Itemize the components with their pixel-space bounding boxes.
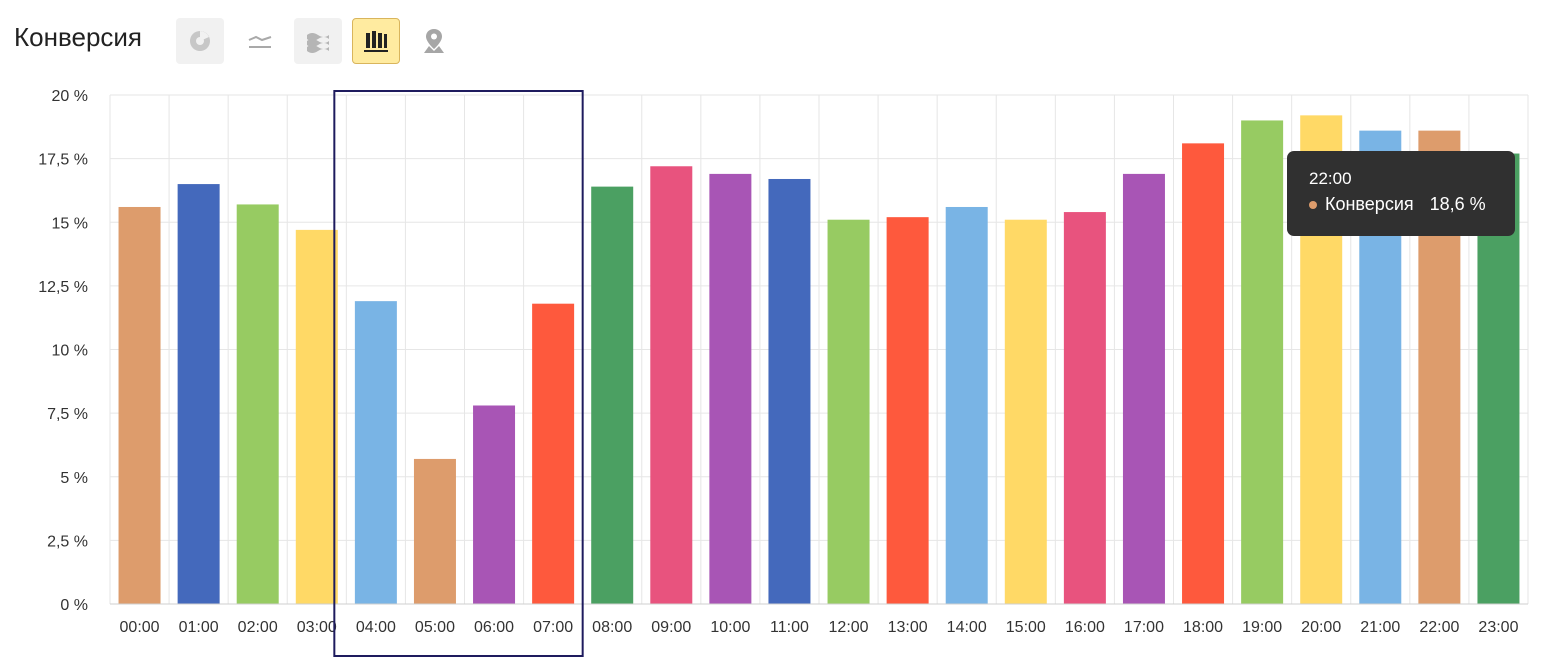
y-tick-label: 12,5 % bbox=[38, 279, 88, 296]
bar-chart-button[interactable] bbox=[352, 18, 400, 64]
line-chart-button[interactable] bbox=[236, 18, 284, 64]
tooltip-row: Конверсия 18,6 % bbox=[1309, 194, 1486, 215]
bar bbox=[354, 301, 397, 604]
bar bbox=[768, 178, 811, 605]
x-tick-label: 06:00 bbox=[474, 619, 514, 636]
bar bbox=[413, 458, 456, 604]
x-tick-label: 22:00 bbox=[1419, 619, 1459, 636]
x-tick-label: 23:00 bbox=[1478, 619, 1518, 636]
bar bbox=[1241, 120, 1284, 604]
bar bbox=[1004, 219, 1047, 604]
y-tick-label: 7,5 % bbox=[47, 406, 88, 423]
bar bbox=[827, 219, 870, 604]
tooltip-time: 22:00 bbox=[1309, 169, 1352, 188]
y-tick-label: 15 % bbox=[52, 215, 88, 232]
x-tick-label: 03:00 bbox=[297, 619, 337, 636]
y-tick-label: 10 % bbox=[52, 343, 88, 360]
x-tick-label: 10:00 bbox=[710, 619, 750, 636]
bar bbox=[945, 206, 988, 605]
bar bbox=[1182, 143, 1225, 605]
y-tick-label: 0 % bbox=[60, 597, 88, 614]
area-chart-button[interactable] bbox=[294, 18, 342, 64]
x-tick-label: 15:00 bbox=[1006, 619, 1046, 636]
bar-chart-icon bbox=[364, 31, 388, 52]
map-button[interactable] bbox=[410, 18, 458, 64]
x-tick-label: 21:00 bbox=[1360, 619, 1400, 636]
x-tick-label: 04:00 bbox=[356, 619, 396, 636]
bar bbox=[591, 186, 634, 604]
bar bbox=[473, 405, 516, 604]
highlight-box bbox=[333, 90, 584, 657]
x-tick-label: 09:00 bbox=[651, 619, 691, 636]
x-tick-label: 19:00 bbox=[1242, 619, 1282, 636]
bar bbox=[1122, 173, 1165, 604]
x-tick-label: 00:00 bbox=[120, 619, 160, 636]
x-tick-label: 01:00 bbox=[179, 619, 219, 636]
map-pin-icon bbox=[424, 29, 444, 53]
x-tick-label: 12:00 bbox=[829, 619, 869, 636]
bar bbox=[236, 204, 279, 604]
y-tick-label: 5 % bbox=[60, 470, 88, 487]
bar bbox=[709, 173, 752, 604]
chart-header: Конверсия bbox=[0, 0, 1565, 80]
bar bbox=[886, 217, 929, 604]
chart-title: Конверсия bbox=[14, 22, 143, 52]
chart-tooltip: 22:00 Конверсия 18,6 % bbox=[1287, 151, 1515, 236]
y-tick-label: 17,5 % bbox=[38, 152, 88, 169]
x-tick-label: 17:00 bbox=[1124, 619, 1164, 636]
pie-chart-button[interactable] bbox=[176, 18, 224, 64]
x-tick-label: 16:00 bbox=[1065, 619, 1105, 636]
bar bbox=[1063, 212, 1106, 604]
x-tick-label: 13:00 bbox=[888, 619, 928, 636]
bar bbox=[177, 184, 220, 604]
x-tick-label: 11:00 bbox=[770, 619, 809, 636]
x-tick-label: 08:00 bbox=[592, 619, 632, 636]
area-chart-icon bbox=[307, 33, 329, 53]
line-chart-icon bbox=[248, 35, 272, 48]
y-tick-label: 20 % bbox=[52, 88, 88, 105]
y-tick-label: 2,5 % bbox=[47, 533, 88, 550]
x-tick-label: 05:00 bbox=[415, 619, 455, 636]
x-tick-label: 18:00 bbox=[1183, 619, 1223, 636]
tooltip-series-name: Конверсия bbox=[1325, 194, 1414, 214]
tooltip-series-dot bbox=[1309, 200, 1317, 209]
x-tick-label: 20:00 bbox=[1301, 619, 1341, 636]
bar bbox=[532, 303, 575, 604]
bar bbox=[650, 166, 693, 604]
bar bbox=[295, 229, 338, 604]
bar bbox=[118, 206, 161, 605]
tooltip-value: 18,6 % bbox=[1429, 194, 1486, 214]
pie-chart-icon bbox=[190, 31, 210, 51]
x-tick-label: 14:00 bbox=[947, 619, 987, 636]
x-tick-label: 07:00 bbox=[533, 619, 573, 636]
x-tick-label: 02:00 bbox=[238, 619, 278, 636]
